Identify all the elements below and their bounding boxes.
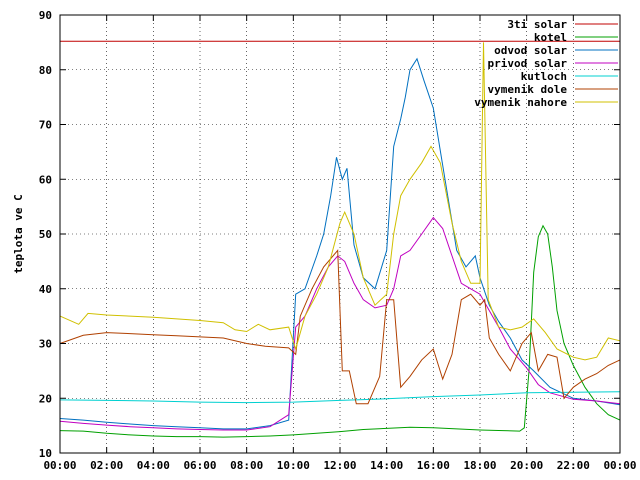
y-tick-label: 50 xyxy=(39,228,52,241)
x-tick-label: 00:00 xyxy=(43,459,76,472)
x-tick-label: 08:00 xyxy=(230,459,263,472)
legend-label: kotel xyxy=(534,31,567,44)
series-line-kutloch xyxy=(59,391,621,404)
x-tick-label: 16:00 xyxy=(417,459,450,472)
legend-label: kutloch xyxy=(521,70,567,83)
x-tick-label: 06:00 xyxy=(183,459,216,472)
legend-label: 3ti solar xyxy=(507,18,567,31)
y-axis-label: teplota ve C xyxy=(12,194,25,273)
x-tick-label: 02:00 xyxy=(90,459,123,472)
y-tick-label: 30 xyxy=(39,338,52,351)
x-tick-label: 14:00 xyxy=(370,459,403,472)
y-tick-label: 40 xyxy=(39,283,52,296)
x-tick-label: 22:00 xyxy=(557,459,590,472)
y-tick-label: 60 xyxy=(39,173,52,186)
series-line-privod-solar xyxy=(59,216,621,431)
axis-ticks: 00:00 02:00 04:00 06:00 08:00 10:00 12:00 14:00… xyxy=(39,9,637,472)
series-layer xyxy=(59,40,621,438)
series-line-vymenik-nahore xyxy=(59,42,621,361)
series-line-kotel xyxy=(59,224,621,438)
y-tick-label: 80 xyxy=(39,64,52,77)
y-tick-label: 20 xyxy=(39,392,52,405)
legend-label: odvod solar xyxy=(494,44,567,57)
series-line-odvod-solar xyxy=(59,57,621,430)
x-tick-label: 12:00 xyxy=(323,459,356,472)
x-tick-label: 20:00 xyxy=(510,459,543,472)
series-line-vymenik-dole xyxy=(59,249,621,405)
grid-lines xyxy=(60,15,620,453)
x-tick-label: 04:00 xyxy=(137,459,170,472)
x-tick-label: 00:00 xyxy=(603,459,636,472)
y-tick-label: 10 xyxy=(39,447,52,460)
legend-label: vymenik dole xyxy=(488,83,568,96)
x-tick-label: 10:00 xyxy=(277,459,310,472)
y-tick-label: 90 xyxy=(39,9,52,22)
x-tick-label: 18:00 xyxy=(463,459,496,472)
y-tick-label: 70 xyxy=(39,119,52,132)
legend-label: privod solar xyxy=(488,57,568,70)
legend-label: vymenik nahore xyxy=(474,96,567,109)
